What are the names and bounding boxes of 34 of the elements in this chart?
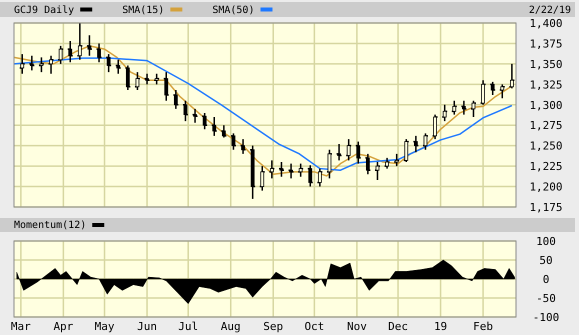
x-tick-label: Apr [53,320,74,333]
x-tick-label: Dec [388,320,408,333]
x-tick-label: Jul [178,320,198,333]
candlestick [404,138,408,163]
x-tick-label: Oct [304,320,324,333]
x-tick-label: 19 [434,320,448,333]
y-tick-label: 1,300 [529,98,563,112]
y-tick-label: 100 [536,235,556,248]
y-tick-label: 0 [542,273,550,286]
y-tick-label: 1,375 [529,37,563,50]
y-tick-label: 1,175 [529,201,563,214]
y-tick-label: 1,200 [529,180,563,194]
y-tick-label: 1,350 [529,58,563,71]
y-tick-label: 1,225 [529,160,563,174]
y-tick-label: 1,275 [529,119,563,132]
y-tick-label: -50 [536,292,556,305]
x-tick-label: Aug [220,320,241,333]
x-tick-label: Sep [263,320,284,333]
y-tick-label: 1,325 [529,78,563,92]
legend-label: Momentum(12) [14,220,86,231]
y-tick-label: 1,400 [529,17,563,30]
x-tick-label: Nov [346,320,368,333]
y-tick-label: 50 [539,254,553,267]
x-tick-label: Mar [10,320,32,333]
text: 2/22/19 [528,5,571,16]
x-tick-label: Feb [473,320,494,333]
x-tick-label: Jun [137,320,157,333]
y-tick-label: -100 [532,311,560,324]
candlestick [260,165,264,192]
legend-label: SMA(50) [212,5,254,16]
legend-label: SMA(15) [122,5,164,16]
y-tick-label: 1,250 [529,140,563,153]
x-tick-label: May [94,320,115,333]
legend-label: GCJ9 Daily [14,5,74,16]
